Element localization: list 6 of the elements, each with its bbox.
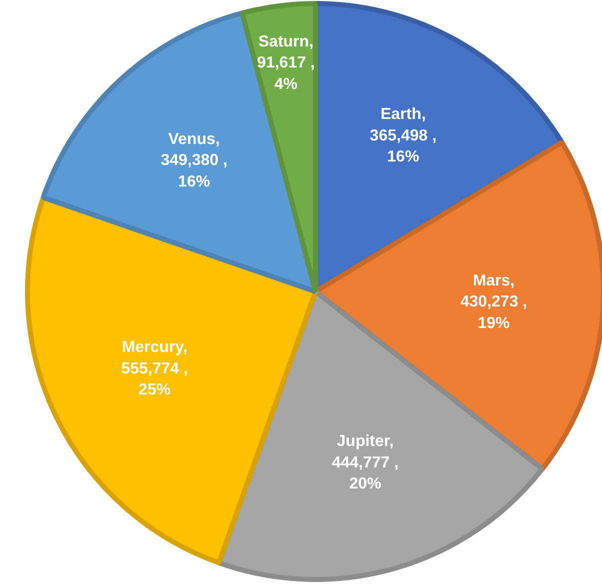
slice-label: Saturn, 91,617 , 4% bbox=[257, 33, 315, 93]
slice-label: Mercury, 555,774 , 25% bbox=[121, 339, 188, 399]
slice-label: Mars, 430,273 , 19% bbox=[460, 272, 528, 332]
slice-label: Jupiter, 444,777 , 20% bbox=[332, 433, 399, 493]
slice-label: Venus, 349,380 , 16% bbox=[160, 130, 228, 190]
slice-label: Earth, 365,498 , 16% bbox=[370, 106, 437, 166]
